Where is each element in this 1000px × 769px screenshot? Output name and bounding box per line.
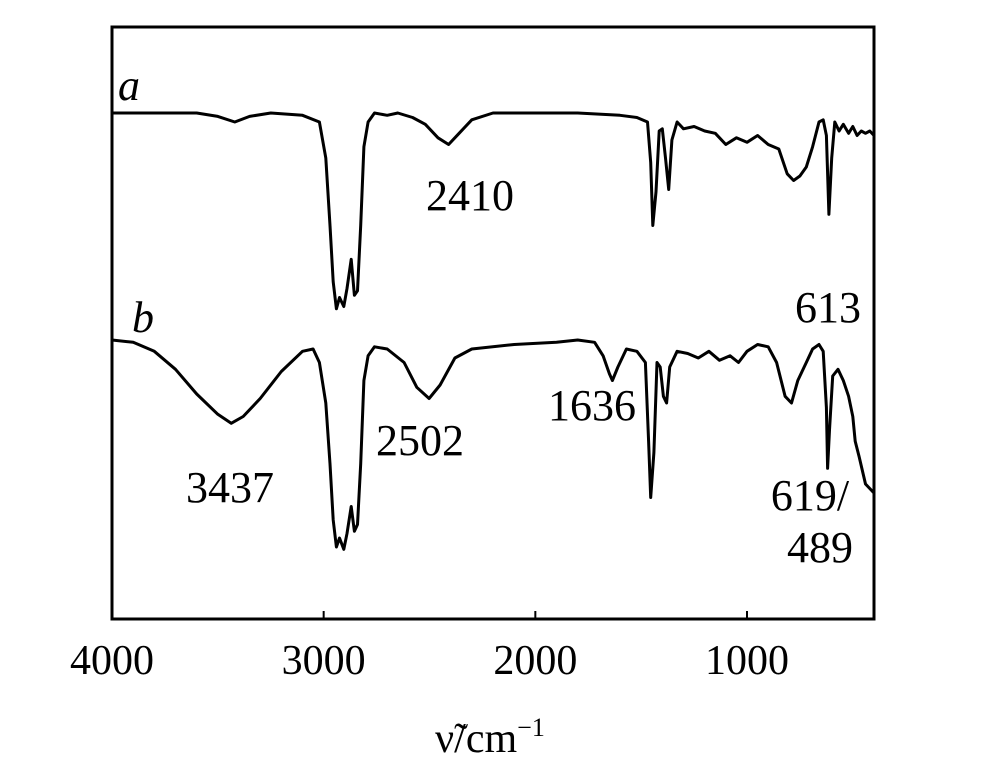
peak-label: 489	[787, 523, 853, 572]
peak-label: 2502	[376, 416, 464, 465]
x-axis-title: ν̃/cm−1	[435, 713, 545, 762]
x-tick-label: 4000	[70, 638, 154, 684]
annotation-group: 2410 613 3437 2502 1636 619/489	[186, 171, 861, 572]
series-group	[111, 111, 876, 551]
peak-label: 3437	[186, 463, 274, 512]
peak-label: 613	[795, 283, 861, 332]
series-label-a: a	[118, 61, 140, 110]
plot-frame	[110, 25, 876, 621]
x-tick-label: 1000	[705, 638, 789, 684]
x-axis-title-text: ν̃/cm	[435, 716, 517, 762]
series-label-b: b	[132, 293, 154, 342]
x-axis: 4000 3000 2000 1000	[70, 611, 789, 684]
x-axis-title-exponent: −1	[517, 713, 545, 742]
x-tick-label: 3000	[282, 638, 366, 684]
peak-label: 619/	[771, 471, 850, 520]
x-tick-label: 2000	[493, 638, 577, 684]
series-line-b	[111, 338, 876, 551]
series-line-a	[112, 111, 876, 311]
peak-label: 1636	[548, 381, 636, 430]
peak-label: 2410	[426, 171, 514, 220]
